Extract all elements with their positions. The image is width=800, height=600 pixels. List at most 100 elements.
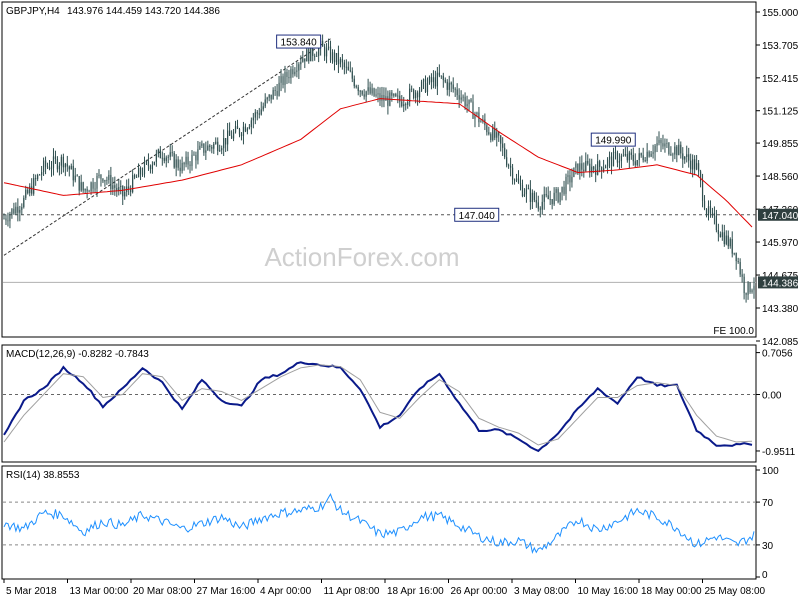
candle-body	[120, 185, 122, 187]
price-tick-label: 151.125	[762, 107, 799, 118]
candle-body	[620, 155, 623, 162]
candle-body	[743, 276, 745, 294]
macd-title: MACD(12,26,9) -0.8282 -0.7843	[6, 349, 149, 360]
candle-body	[680, 144, 682, 154]
candle-body	[587, 160, 589, 164]
candle-body	[191, 154, 193, 167]
candle-body	[266, 97, 268, 100]
candle-body	[636, 160, 638, 166]
candle-body	[413, 89, 415, 98]
annotation-box	[276, 34, 322, 49]
candle-body	[470, 99, 472, 102]
candle-body	[565, 176, 567, 194]
candle-body	[567, 175, 569, 177]
candle-body	[545, 194, 547, 196]
candle-body	[466, 104, 468, 107]
candle-body	[448, 82, 450, 90]
candle-body	[739, 262, 741, 275]
candle-body	[486, 125, 488, 133]
candle-body	[40, 172, 43, 175]
candle-body	[476, 112, 478, 115]
candle-body	[203, 143, 205, 153]
candle-body	[557, 189, 559, 202]
candle-body	[252, 117, 254, 121]
candle-body	[585, 160, 587, 172]
candle-body	[678, 144, 680, 156]
candle-body	[104, 180, 106, 182]
candle-body	[553, 192, 555, 205]
candle-body	[591, 166, 593, 173]
candle-body	[3, 218, 5, 220]
candle-body	[33, 178, 35, 194]
candle-body	[74, 175, 76, 181]
candle-body	[612, 151, 615, 167]
candle-body	[597, 161, 599, 175]
candle-body	[531, 192, 533, 203]
candle-body	[147, 161, 150, 166]
candle-body	[250, 120, 252, 127]
candle-body	[517, 178, 520, 184]
candle-body	[401, 101, 403, 107]
candle-body	[420, 81, 423, 91]
time-tick-label: 18 Apr 16:00	[387, 586, 444, 597]
candle-body	[559, 192, 561, 202]
candle-body	[624, 154, 626, 156]
ohlc-label: 143.976 144.459 143.720 144.386	[67, 6, 220, 17]
candle-body	[648, 151, 650, 157]
candle-body	[329, 46, 332, 61]
candle-body	[715, 215, 718, 231]
candle-body	[282, 76, 284, 85]
candle-body	[345, 66, 347, 68]
candle-body	[27, 189, 29, 194]
candle-body	[155, 153, 157, 162]
level-price-label: 147.040	[762, 211, 799, 222]
candle-body	[232, 132, 235, 139]
candle-body	[666, 142, 668, 144]
candle-body	[519, 183, 522, 186]
price-tick-label: 145.970	[762, 238, 799, 249]
candle-body	[84, 188, 86, 191]
candle-body	[325, 48, 328, 57]
candle-body	[322, 40, 324, 47]
candle-body	[316, 55, 318, 57]
candle-body	[644, 160, 646, 161]
candle-body	[577, 163, 579, 174]
candle-body	[541, 201, 543, 210]
candle-body	[207, 145, 209, 151]
macd-tick-label: 0.00	[762, 391, 782, 402]
candle-body	[511, 167, 514, 180]
candle-body	[17, 206, 19, 213]
rsi-tick-label: 100	[762, 466, 779, 477]
candle-body	[369, 87, 371, 94]
candle-body	[430, 76, 433, 83]
candle-body	[581, 163, 583, 170]
candle-body	[66, 163, 68, 167]
candle-body	[751, 290, 753, 293]
candle-body	[468, 99, 470, 105]
time-tick-label: 3 May 08:00	[514, 586, 569, 597]
candle-body	[674, 146, 676, 155]
time-tick-label: 11 Apr 08:00	[324, 586, 380, 597]
candle-body	[618, 161, 621, 163]
candle-body	[248, 126, 250, 129]
candle-body	[39, 174, 41, 176]
time-axis: 5 Mar 2018 13 Mar 00:00 20 Mar 08:00 27 Mar…	[3, 579, 766, 597]
candle-body	[608, 156, 611, 160]
annotation-label: 149.990	[595, 136, 632, 147]
trendline	[3, 38, 331, 256]
candle-body	[201, 143, 203, 146]
candle-body	[254, 112, 256, 118]
candle-body	[183, 162, 185, 165]
candle-body	[440, 75, 442, 77]
candle-body	[240, 134, 243, 136]
candle-body	[575, 163, 577, 168]
candle-body	[664, 143, 666, 147]
candle-body	[539, 208, 541, 210]
candle-body	[272, 90, 274, 100]
candle-body	[535, 200, 537, 203]
candle-body	[331, 52, 334, 61]
candle-body	[375, 94, 377, 96]
candle-body	[280, 76, 282, 83]
candle-body	[341, 58, 343, 63]
